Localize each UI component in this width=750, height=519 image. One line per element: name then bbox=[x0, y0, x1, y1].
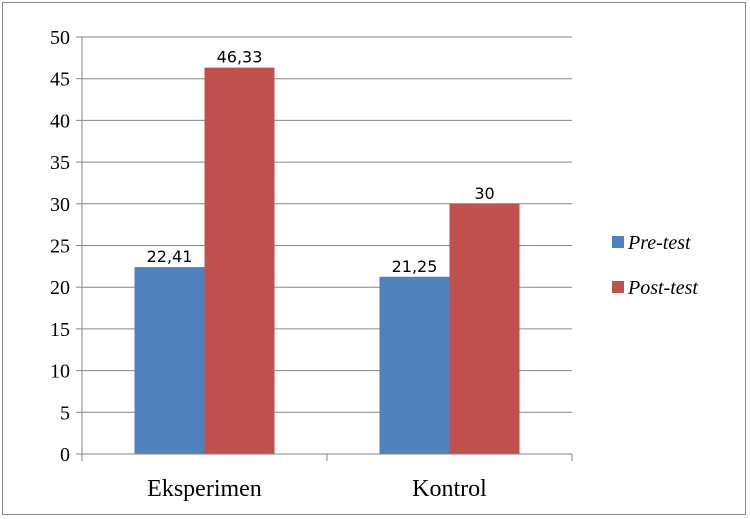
y-tick-label: 35 bbox=[50, 152, 70, 174]
data-label: 30 bbox=[474, 184, 494, 203]
legend-label: Post-test bbox=[627, 277, 698, 299]
labels: 0 5 10 15 20 25 30 35 40 45 50 22,41 46,33 Eksperimen… bbox=[50, 27, 495, 502]
legend-label: Pre-test bbox=[627, 232, 691, 254]
bar-post-test-kontrol bbox=[449, 203, 520, 454]
y-tick-label: 30 bbox=[50, 194, 70, 216]
y-tick-label: 20 bbox=[50, 277, 70, 299]
bar-post-test-eksperimen bbox=[204, 67, 275, 455]
y-tick-label: 25 bbox=[50, 236, 70, 258]
bar-pre-test-kontrol bbox=[379, 276, 450, 454]
bars bbox=[134, 67, 520, 455]
category-label: Kontrol bbox=[412, 476, 487, 502]
data-label: 21,25 bbox=[392, 257, 438, 276]
data-label: 22,41 bbox=[147, 247, 193, 266]
bar-pre-test-eksperimen bbox=[134, 267, 205, 454]
y-tick-label: 15 bbox=[50, 319, 70, 341]
y-tick-label: 10 bbox=[50, 361, 70, 383]
y-tick-label: 0 bbox=[60, 444, 70, 466]
legend: Pre-test Post-test bbox=[612, 232, 698, 299]
axes bbox=[76, 36, 573, 461]
legend-swatch bbox=[612, 281, 624, 293]
category-label: Eksperimen bbox=[147, 476, 262, 502]
y-tick-label: 50 bbox=[50, 27, 70, 49]
y-tick-label: 45 bbox=[50, 69, 70, 91]
y-tick-label: 5 bbox=[60, 402, 70, 424]
data-label: 46,33 bbox=[217, 48, 263, 67]
y-tick-label: 40 bbox=[50, 110, 70, 132]
legend-swatch bbox=[612, 236, 624, 248]
